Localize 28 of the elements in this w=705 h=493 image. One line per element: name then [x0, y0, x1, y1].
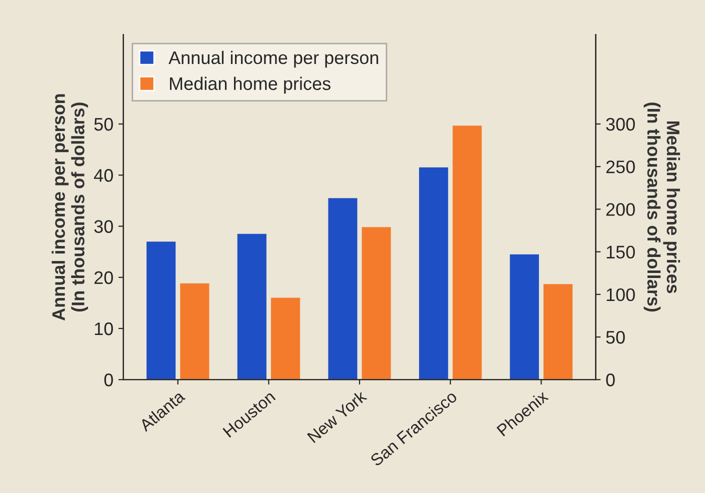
- y-tick-label: 30: [94, 220, 113, 233]
- bar: [180, 283, 210, 380]
- y-tick-label: 0: [104, 374, 113, 386]
- bar: [543, 284, 573, 380]
- y2-tick-label: 150: [606, 246, 635, 259]
- y2-tick-label: 0: [606, 374, 615, 386]
- bar: [270, 298, 300, 380]
- bar: [452, 126, 482, 380]
- legend-label: Annual income per person: [168, 50, 378, 68]
- bar: [328, 198, 358, 380]
- bar: [510, 254, 539, 380]
- y2-tick-label: 100: [606, 288, 635, 302]
- y2-tick-label: 200: [606, 203, 635, 216]
- x-tick-label: New York: [306, 389, 368, 444]
- bar: [146, 242, 176, 380]
- y-tick-label: 20: [94, 271, 113, 284]
- legend-label: Median home prices: [170, 76, 330, 94]
- bar: [419, 167, 448, 380]
- y-tick-label: 10: [94, 322, 113, 336]
- bar: [362, 227, 391, 380]
- y-tick-label: 40: [94, 169, 113, 182]
- bar: [237, 234, 266, 380]
- y2-axis-title: Median home prices (In thousands of dollars): [644, 102, 680, 312]
- y2-tick-label: 50: [606, 330, 625, 344]
- y-axis-title: Annual income per person (In thousands of dollars): [52, 94, 88, 320]
- y2-tick-label: 300: [606, 118, 635, 131]
- y2-tick-label: 250: [606, 160, 635, 174]
- y-tick-label: 50: [94, 118, 113, 131]
